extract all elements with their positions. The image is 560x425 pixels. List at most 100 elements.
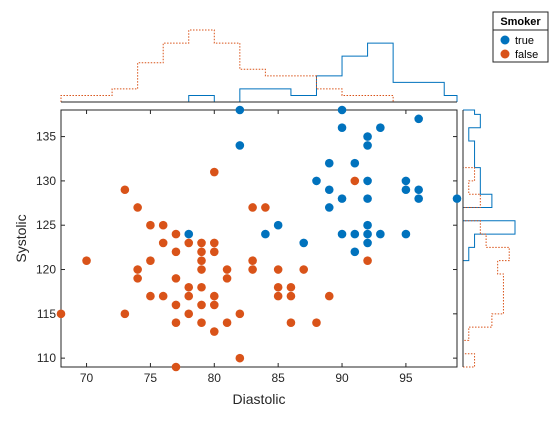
point-false xyxy=(286,282,296,292)
right-histogram-false xyxy=(462,110,510,368)
legend: Smoker true false xyxy=(492,11,549,63)
point-false xyxy=(209,300,219,310)
point-false xyxy=(158,238,168,248)
point-false xyxy=(158,220,168,230)
x-tick-label: 80 xyxy=(208,371,222,385)
right-marginal-histogram xyxy=(462,109,516,368)
point-true xyxy=(350,158,360,168)
y-tick-label: 120 xyxy=(36,263,56,277)
point-false xyxy=(248,256,257,265)
point-true xyxy=(261,229,270,239)
top-histogram-true xyxy=(61,42,458,103)
x-tick-label: 90 xyxy=(335,371,349,385)
legend-label-false: false xyxy=(515,49,538,61)
point-false xyxy=(171,300,181,310)
y-tick-label: 130 xyxy=(36,174,56,188)
point-false xyxy=(197,256,206,265)
point-false xyxy=(248,265,257,274)
point-true xyxy=(401,229,411,239)
point-false xyxy=(273,291,283,301)
point-false xyxy=(56,309,66,319)
x-tick-label: 85 xyxy=(271,371,285,385)
y-tick-label: 135 xyxy=(36,130,56,144)
point-true xyxy=(337,229,347,239)
point-true xyxy=(184,229,194,239)
point-true xyxy=(312,176,321,186)
plot-area xyxy=(60,109,458,368)
point-false xyxy=(171,318,181,327)
point-true xyxy=(414,194,423,203)
point-false xyxy=(261,203,270,212)
right-histogram-true xyxy=(462,109,516,367)
point-false xyxy=(171,362,181,372)
top-marginal-histogram xyxy=(60,29,458,103)
point-false xyxy=(222,318,232,327)
point-true xyxy=(363,220,372,230)
legend-title: Smoker xyxy=(500,16,541,28)
point-false xyxy=(184,309,194,319)
legend-label-true: true xyxy=(515,35,534,47)
point-false xyxy=(133,265,142,274)
point-false xyxy=(299,265,309,274)
point-false xyxy=(197,238,206,248)
point-false xyxy=(273,265,283,274)
y-axis-label: Systolic xyxy=(13,214,29,262)
y-tick-label: 125 xyxy=(36,218,56,232)
point-false xyxy=(171,229,181,239)
point-false xyxy=(235,353,245,363)
point-false xyxy=(120,309,130,319)
point-false xyxy=(273,282,283,292)
legend-marker-false xyxy=(500,49,510,59)
point-true xyxy=(452,194,462,203)
point-true xyxy=(363,238,372,248)
point-false xyxy=(171,247,181,257)
point-true xyxy=(235,141,245,150)
point-true xyxy=(363,176,372,186)
point-false xyxy=(120,185,130,195)
point-false xyxy=(158,291,168,301)
point-false xyxy=(82,256,91,265)
point-false xyxy=(197,282,206,292)
point-true xyxy=(363,229,372,239)
point-false xyxy=(146,220,155,230)
point-true xyxy=(363,132,372,141)
point-false xyxy=(363,256,372,265)
point-false xyxy=(184,291,194,301)
point-true xyxy=(376,123,385,133)
x-axis-label: Diastolic xyxy=(233,391,286,407)
point-true xyxy=(324,185,334,195)
scatter-points xyxy=(56,105,462,372)
point-false xyxy=(146,256,155,265)
point-false xyxy=(209,238,219,248)
point-false xyxy=(350,176,360,186)
point-true xyxy=(324,158,334,168)
point-true xyxy=(363,194,372,203)
axis-ticks: 70 75 80 85 90 95 110 115 120 125 130 135 xyxy=(36,110,457,385)
point-false xyxy=(209,167,219,177)
point-false xyxy=(184,238,194,248)
point-false xyxy=(197,318,206,327)
point-true xyxy=(235,105,245,115)
point-false xyxy=(146,291,155,301)
point-true xyxy=(376,229,385,239)
point-false xyxy=(209,291,219,301)
point-true xyxy=(324,203,334,212)
point-false xyxy=(222,274,232,283)
point-false xyxy=(197,247,206,257)
y-tick-label: 115 xyxy=(37,307,56,321)
point-false xyxy=(209,247,219,257)
point-false xyxy=(286,291,296,301)
point-false xyxy=(209,327,219,336)
point-false xyxy=(171,274,181,283)
y-tick-label: 110 xyxy=(37,351,56,365)
legend-marker-true xyxy=(500,35,510,45)
point-true xyxy=(363,141,372,150)
point-true xyxy=(350,229,360,239)
point-true xyxy=(414,114,423,124)
point-false xyxy=(184,282,194,292)
x-tick-label: 70 xyxy=(80,371,94,385)
point-false xyxy=(235,309,245,319)
point-false xyxy=(312,318,321,327)
point-false xyxy=(222,265,232,274)
